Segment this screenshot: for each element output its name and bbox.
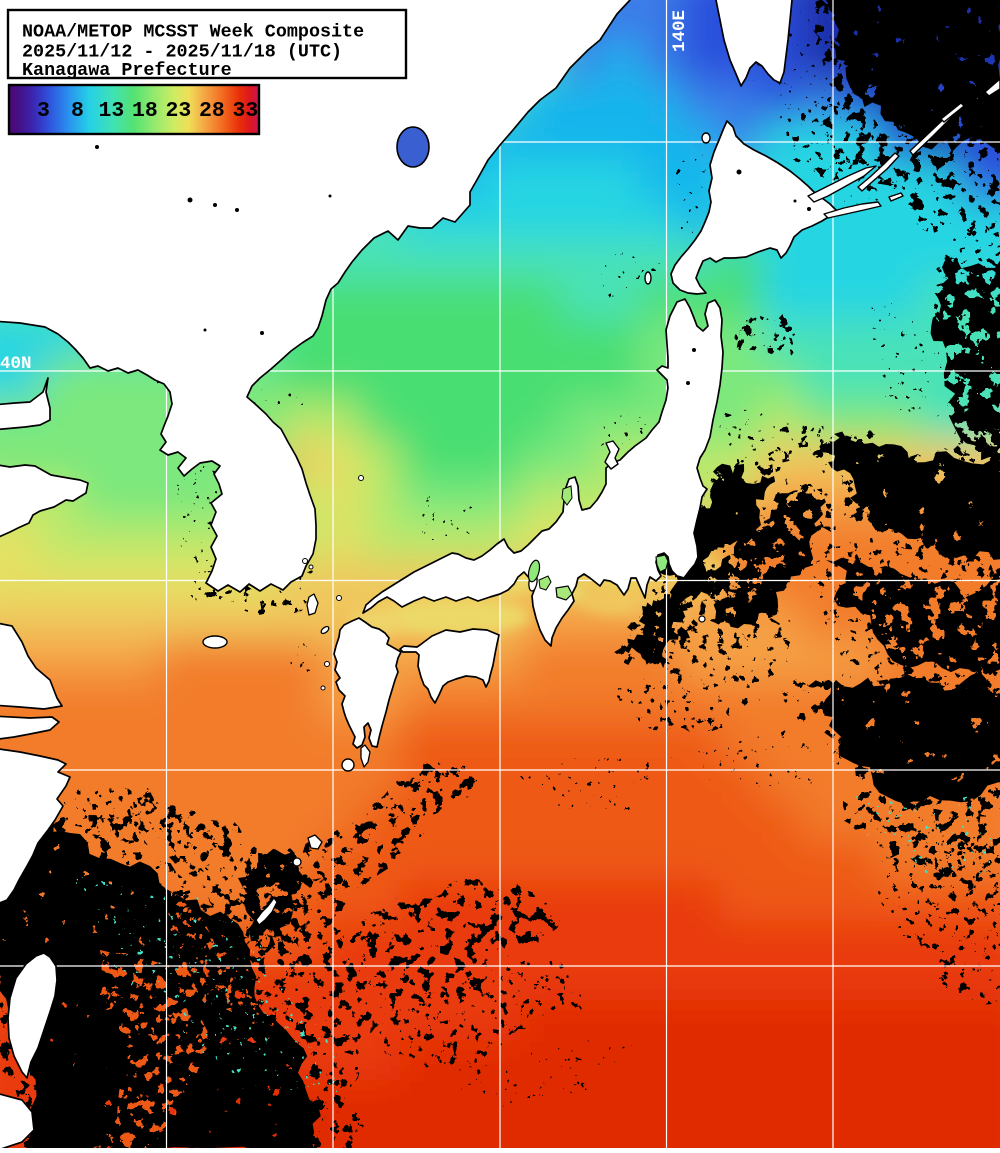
svg-text:40N: 40N [0, 354, 32, 374]
svg-text:2025/11/12 - 2025/11/18 (UTC): 2025/11/12 - 2025/11/18 (UTC) [22, 42, 342, 63]
svg-text:33: 33 [233, 99, 259, 123]
svg-text:28: 28 [199, 99, 225, 123]
svg-text:3: 3 [37, 99, 50, 123]
svg-text:13: 13 [99, 99, 125, 123]
svg-text:18: 18 [132, 99, 158, 123]
svg-text:8: 8 [71, 99, 84, 123]
svg-text:23: 23 [166, 99, 192, 123]
svg-text:Kanagawa Prefecture: Kanagawa Prefecture [22, 60, 232, 81]
svg-text:140E: 140E [670, 10, 690, 52]
svg-text:NOAA/METOP MCSST Week Composit: NOAA/METOP MCSST Week Composite [22, 22, 364, 43]
